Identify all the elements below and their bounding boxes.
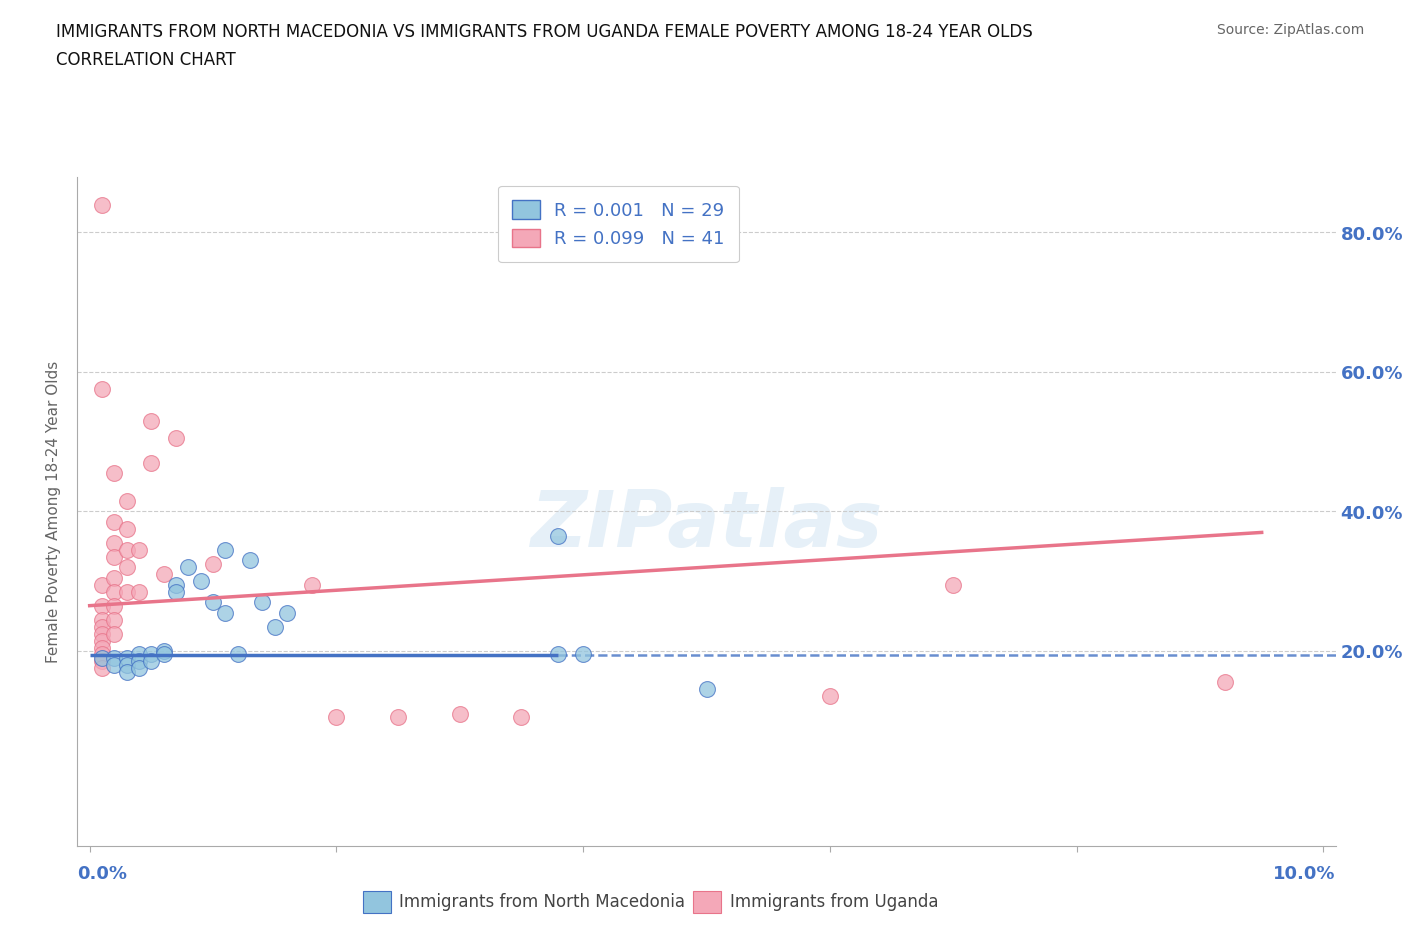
Point [226,647,249,662]
Point [115,560,138,575]
Point [128,584,150,599]
Point [696,682,718,697]
Point [91,578,114,592]
Point [1213,675,1236,690]
Text: Immigrants from North Macedonia: Immigrants from North Macedonia [399,893,685,911]
Point [202,595,225,610]
Point [141,414,163,429]
Point [103,651,125,666]
Point [115,522,138,537]
Point [103,598,125,613]
Text: CORRELATION CHART: CORRELATION CHART [56,51,236,69]
Point [91,633,114,648]
Point [115,658,138,672]
Point [214,542,236,557]
Point [91,619,114,634]
Point [152,567,174,582]
Point [128,654,150,669]
Point [202,556,225,571]
Point [115,584,138,599]
Point [103,612,125,627]
Point [103,570,125,585]
Text: 10.0%: 10.0% [1274,865,1336,884]
Point [103,514,125,529]
Point [547,647,569,662]
Point [103,658,125,672]
Point [449,707,471,722]
Point [239,552,262,567]
Y-axis label: Female Poverty Among 18-24 Year Olds: Female Poverty Among 18-24 Year Olds [46,361,62,663]
Point [103,584,125,599]
Point [942,578,965,592]
Point [103,550,125,565]
Point [91,197,114,212]
Legend: R = 0.001   N = 29, R = 0.099   N = 41: R = 0.001 N = 29, R = 0.099 N = 41 [498,186,738,262]
Point [128,661,150,676]
Text: IMMIGRANTS FROM NORTH MACEDONIA VS IMMIGRANTS FROM UGANDA FEMALE POVERTY AMONG 1: IMMIGRANTS FROM NORTH MACEDONIA VS IMMIG… [56,23,1033,41]
Text: ZIPatlas: ZIPatlas [530,487,883,563]
Point [325,710,347,724]
Point [91,612,114,627]
Point [91,640,114,655]
Text: Source: ZipAtlas.com: Source: ZipAtlas.com [1216,23,1364,37]
Point [152,644,174,658]
Point [387,710,409,724]
Point [91,382,114,397]
Point [91,654,114,669]
Point [252,595,274,610]
Point [263,619,285,634]
Point [818,689,841,704]
Point [152,647,174,662]
Point [103,626,125,641]
Point [91,661,114,676]
Point [103,536,125,551]
Text: Immigrants from Uganda: Immigrants from Uganda [730,893,938,911]
Point [301,578,323,592]
Point [115,651,138,666]
Point [165,584,187,599]
Point [177,560,200,575]
Point [128,542,150,557]
Point [276,605,298,620]
Point [115,494,138,509]
Point [214,605,236,620]
Point [91,626,114,641]
Point [165,578,187,592]
Point [91,647,114,662]
Point [510,710,533,724]
Point [141,647,163,662]
Point [572,647,595,662]
Point [91,598,114,613]
Point [115,665,138,680]
Point [190,574,212,589]
Point [141,654,163,669]
Point [165,431,187,445]
Point [103,466,125,481]
Point [141,456,163,471]
Point [128,647,150,662]
Point [547,528,569,543]
Point [91,651,114,666]
Text: 0.0%: 0.0% [77,865,128,884]
Point [115,542,138,557]
